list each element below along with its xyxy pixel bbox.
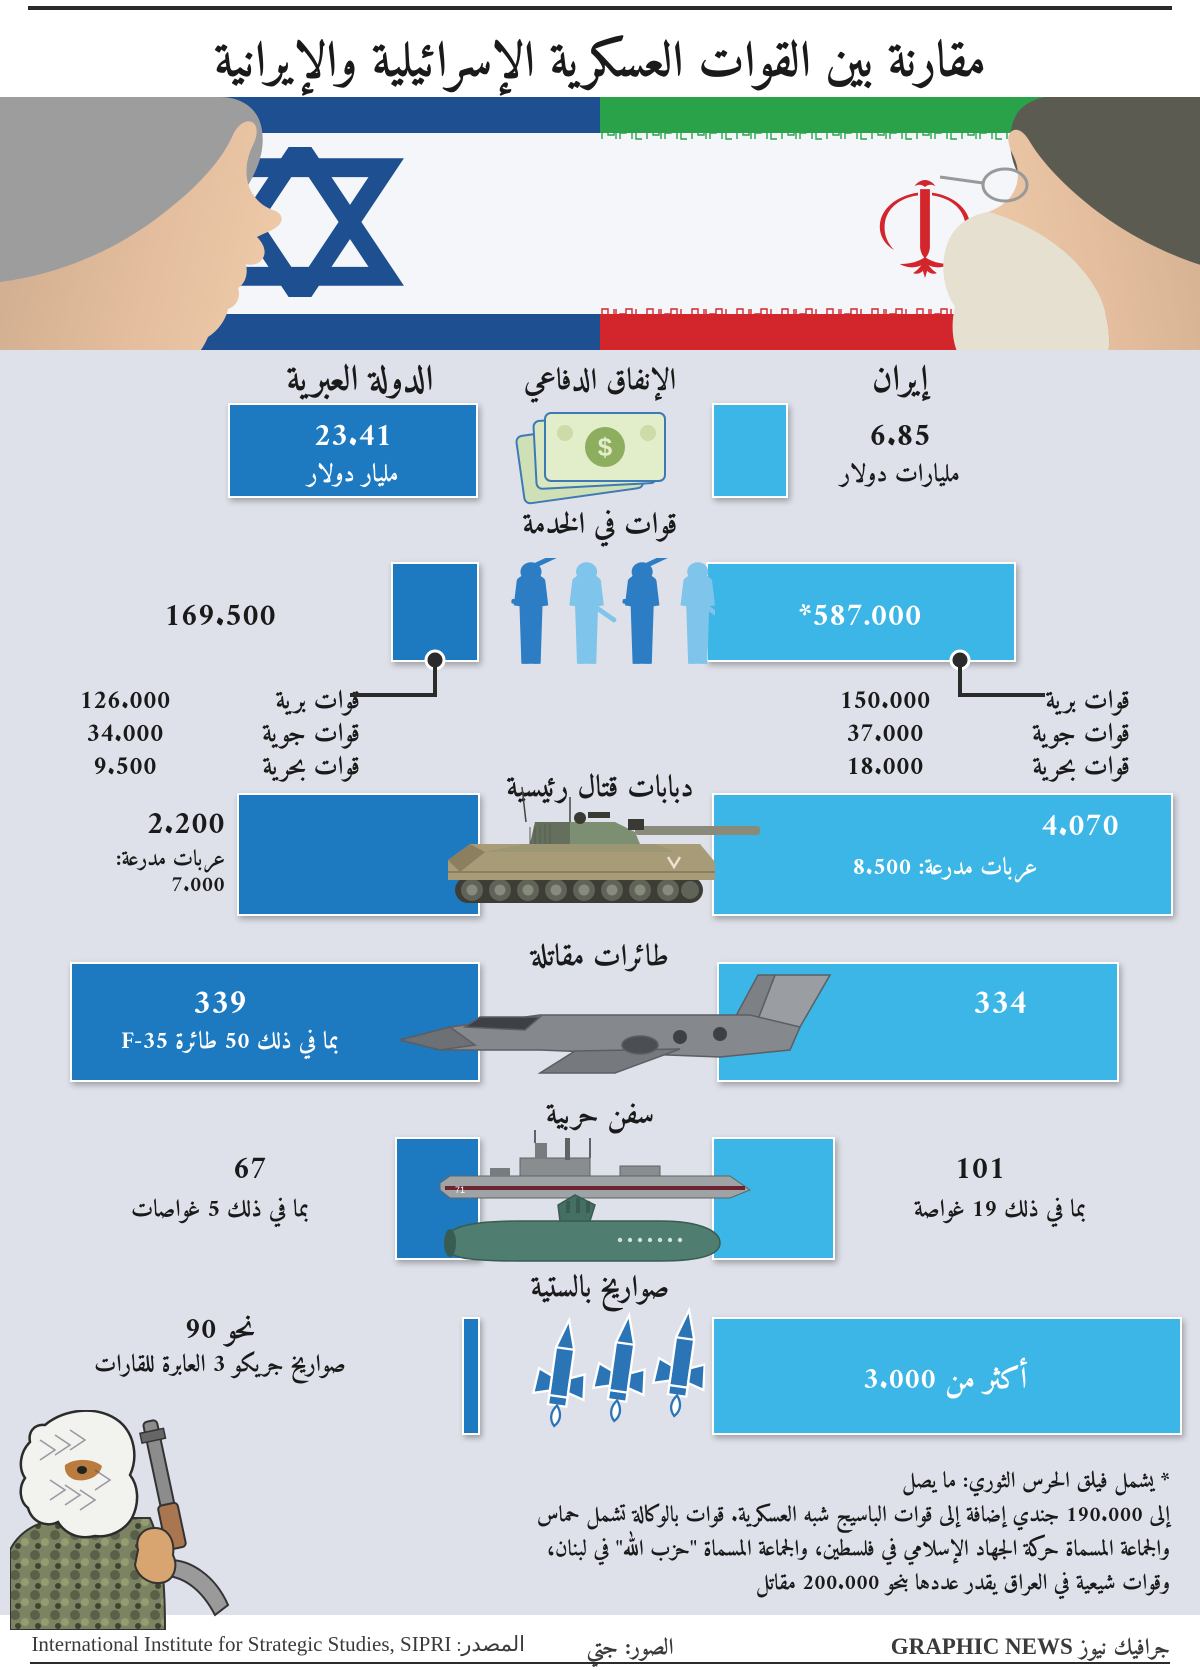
svg-text:$: $ (598, 432, 613, 462)
svg-text:71: 71 (455, 1185, 465, 1195)
